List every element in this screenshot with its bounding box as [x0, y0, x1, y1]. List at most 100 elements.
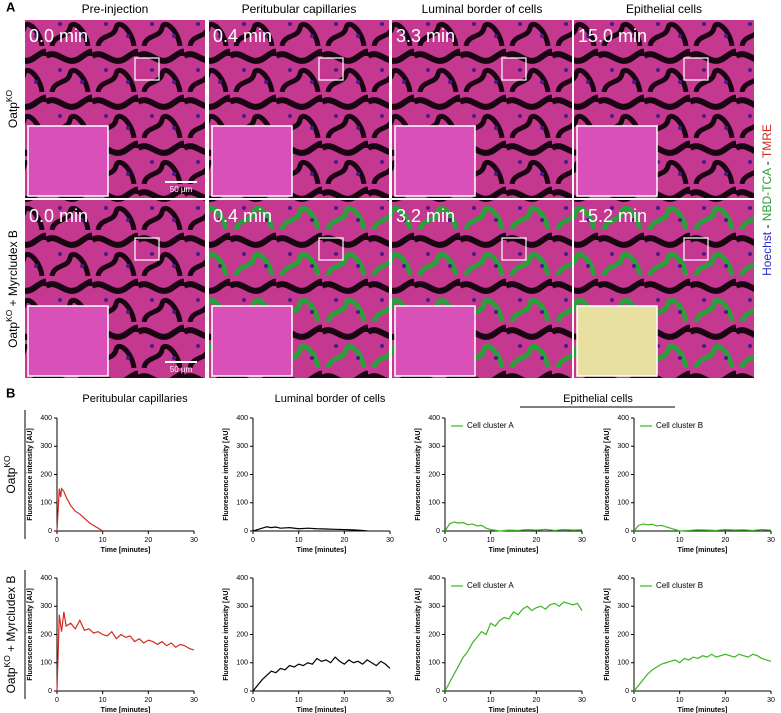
roi-box: [683, 237, 709, 261]
column-header: Luminal border of cells: [422, 2, 543, 16]
y-tick-label: 400: [617, 415, 629, 422]
roi-box: [134, 237, 160, 261]
roi-box: [501, 237, 527, 261]
row-label-suffix: + Myrcludex B: [6, 230, 20, 310]
x-tick-label: 20: [532, 697, 540, 704]
y-tick-label: 100: [236, 500, 248, 507]
y-tick-label: 0: [625, 528, 629, 535]
y-tick-label: 200: [40, 471, 52, 478]
stain-tmre: TMRE: [760, 124, 774, 158]
stain-sep2: -: [760, 158, 774, 168]
y-tick-label: 300: [428, 603, 440, 610]
x-tick-label: 0: [55, 697, 59, 704]
row-label: OatpKO + Myrcludex B: [4, 230, 20, 348]
y-tick-label: 200: [617, 471, 629, 478]
x-tick-label: 20: [532, 537, 540, 544]
x-tick-label: 20: [721, 537, 729, 544]
y-tick-label: 300: [236, 603, 248, 610]
y-tick-label: 400: [617, 575, 629, 582]
y-tick-label: 100: [617, 660, 629, 667]
y-axis-label: Fluorescence intensity [AU]: [27, 428, 34, 521]
y-axis-label: Fluorescence intensity [AU]: [604, 428, 611, 521]
y-tick-label: 400: [40, 415, 52, 422]
x-tick-label: 30: [386, 537, 394, 544]
y-tick-label: 300: [40, 603, 52, 610]
y-axis-label: Fluorescence intensity [AU]: [223, 428, 230, 521]
x-tick-label: 20: [340, 537, 348, 544]
row-label-sup: KO: [4, 309, 14, 322]
row-label-sup: KO: [2, 655, 12, 668]
time-label: 15.0 min: [578, 26, 647, 46]
row-label-base: Oatp: [6, 102, 20, 128]
x-tick-label: 10: [295, 537, 303, 544]
x-tick-label: 10: [487, 537, 495, 544]
data-line: [252, 526, 368, 532]
x-tick-label: 10: [676, 697, 684, 704]
time-label: 0.0 min: [29, 26, 88, 46]
row-label: OatpKO: [2, 455, 18, 494]
time-label: 0.4 min: [213, 206, 272, 226]
y-tick-label: 300: [40, 443, 52, 450]
time-label: 0.0 min: [29, 206, 88, 226]
y-tick-label: 300: [617, 603, 629, 610]
y-tick-label: 100: [617, 500, 629, 507]
roi-box: [501, 57, 527, 81]
time-label: 15.2 min: [578, 206, 647, 226]
x-axis-label: Time [minutes]: [678, 547, 728, 554]
x-tick-label: 30: [767, 537, 775, 544]
roi-box: [134, 57, 160, 81]
legend-label: Cell cluster A: [467, 581, 514, 590]
y-tick-label: 300: [428, 443, 440, 450]
y-tick-label: 300: [236, 443, 248, 450]
inset: [211, 125, 293, 197]
data-line: [633, 653, 772, 692]
x-tick-label: 10: [295, 697, 303, 704]
y-tick-label: 400: [428, 575, 440, 582]
inset: [576, 125, 658, 197]
y-tick-label: 100: [236, 660, 248, 667]
inset: [27, 305, 109, 377]
legend-label: Cell cluster A: [467, 421, 514, 430]
roi-box: [683, 57, 709, 81]
inset: [27, 125, 109, 197]
data-line: [56, 611, 195, 692]
x-tick-label: 20: [144, 697, 152, 704]
row-label-sup: KO: [4, 89, 14, 102]
y-axis-label: Fluorescence intensity [AU]: [415, 428, 422, 521]
row-label-sup: KO: [2, 455, 12, 468]
data-line: [444, 521, 583, 532]
y-tick-label: 0: [244, 688, 248, 695]
y-tick-label: 400: [40, 575, 52, 582]
x-axis-label: Time [minutes]: [297, 707, 347, 713]
y-axis-label: Fluorescence intensity [AU]: [223, 588, 230, 681]
y-tick-label: 400: [236, 415, 248, 422]
data-line: [444, 601, 583, 692]
x-tick-label: 0: [632, 697, 636, 704]
y-tick-label: 100: [428, 500, 440, 507]
x-axis-label: Time [minutes]: [489, 707, 539, 713]
x-tick-label: 10: [99, 537, 107, 544]
legend-label: Cell cluster B: [656, 581, 703, 590]
column-header: Epithelial cells: [626, 2, 702, 16]
y-tick-label: 400: [428, 415, 440, 422]
stain-hoechst: Hoechst: [760, 231, 774, 276]
row-label: OatpKO: [4, 89, 20, 128]
column-header: Pre-injection: [82, 2, 149, 16]
legend-label: Cell cluster B: [656, 421, 703, 430]
x-axis-label: Time [minutes]: [101, 707, 151, 713]
stain-sep1: -: [760, 221, 774, 232]
y-tick-label: 200: [236, 631, 248, 638]
y-tick-label: 100: [40, 500, 52, 507]
x-tick-label: 30: [386, 697, 394, 704]
stain-nbd: NBD-TCA: [760, 168, 774, 221]
inset: [394, 305, 476, 377]
x-axis-label: Time [minutes]: [489, 547, 539, 554]
stain-label: Hoechst - NBD-TCA - TMRE: [760, 124, 774, 276]
y-tick-label: 100: [428, 660, 440, 667]
y-tick-label: 200: [40, 631, 52, 638]
y-tick-label: 0: [436, 528, 440, 535]
x-tick-label: 30: [190, 537, 198, 544]
inset: [211, 305, 293, 377]
y-axis-label: Fluorescence intensity [AU]: [27, 588, 34, 681]
column-header: Luminal border of cells: [275, 393, 386, 405]
